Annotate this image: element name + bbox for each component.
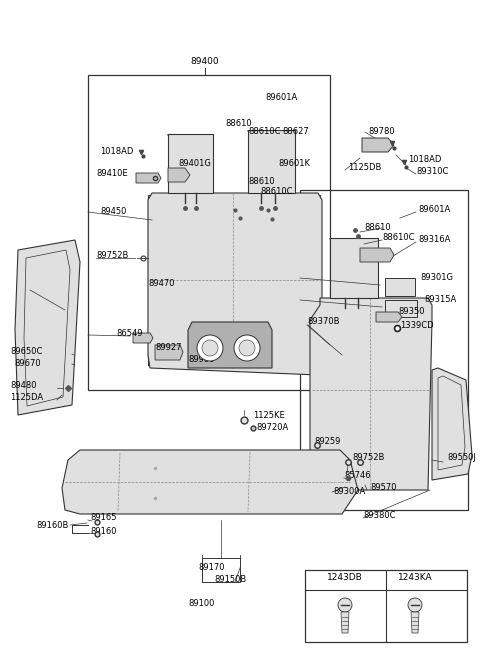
Polygon shape bbox=[136, 173, 161, 183]
Text: 89601A: 89601A bbox=[418, 206, 450, 214]
Polygon shape bbox=[148, 195, 290, 365]
Bar bbox=[202, 558, 240, 582]
Polygon shape bbox=[188, 322, 272, 368]
Polygon shape bbox=[411, 612, 419, 633]
Text: 89100: 89100 bbox=[189, 599, 215, 608]
Text: 89316A: 89316A bbox=[418, 236, 450, 244]
Text: 89410E: 89410E bbox=[96, 168, 128, 178]
Polygon shape bbox=[248, 130, 295, 193]
Polygon shape bbox=[168, 134, 213, 193]
Circle shape bbox=[408, 598, 422, 612]
Polygon shape bbox=[432, 368, 472, 480]
Text: 1125DB: 1125DB bbox=[348, 164, 382, 172]
Text: 1339CD: 1339CD bbox=[400, 322, 433, 331]
Circle shape bbox=[239, 340, 255, 356]
Text: 1243DB: 1243DB bbox=[327, 574, 363, 582]
Text: 89300A: 89300A bbox=[333, 487, 365, 496]
Text: 1125KE: 1125KE bbox=[253, 411, 285, 421]
Polygon shape bbox=[360, 248, 394, 262]
Text: 89160: 89160 bbox=[90, 527, 117, 536]
Text: 89370B: 89370B bbox=[307, 318, 339, 326]
Text: 1243KA: 1243KA bbox=[398, 574, 432, 582]
Polygon shape bbox=[290, 195, 320, 365]
Text: 89720A: 89720A bbox=[256, 424, 288, 432]
Bar bbox=[385, 278, 415, 296]
Polygon shape bbox=[148, 193, 322, 375]
Text: 89350: 89350 bbox=[398, 307, 424, 316]
Text: 89550J: 89550J bbox=[447, 453, 476, 462]
Text: 89450: 89450 bbox=[100, 208, 126, 217]
Text: 89160B: 89160B bbox=[36, 521, 68, 529]
Circle shape bbox=[338, 598, 352, 612]
Polygon shape bbox=[330, 238, 378, 298]
Polygon shape bbox=[362, 138, 394, 152]
Text: 88610: 88610 bbox=[364, 223, 391, 233]
Text: 89900: 89900 bbox=[188, 356, 215, 364]
Text: 88610: 88610 bbox=[225, 119, 252, 128]
Polygon shape bbox=[310, 298, 432, 490]
Text: 89752B: 89752B bbox=[352, 453, 384, 462]
Polygon shape bbox=[155, 345, 183, 360]
Text: 89259: 89259 bbox=[314, 438, 340, 447]
Text: 89380C: 89380C bbox=[363, 512, 396, 521]
Text: 89570: 89570 bbox=[370, 483, 396, 493]
Text: 89401G: 89401G bbox=[178, 160, 211, 168]
Polygon shape bbox=[168, 168, 190, 182]
Text: 89400: 89400 bbox=[191, 58, 219, 67]
Polygon shape bbox=[341, 612, 349, 633]
Text: 89310C: 89310C bbox=[416, 168, 448, 176]
Text: 89927: 89927 bbox=[155, 343, 181, 352]
Text: 89150B: 89150B bbox=[214, 576, 246, 584]
Polygon shape bbox=[15, 240, 80, 415]
Text: 89670: 89670 bbox=[14, 358, 41, 367]
Text: 89752B: 89752B bbox=[96, 250, 128, 259]
Circle shape bbox=[234, 335, 260, 361]
Text: 86549: 86549 bbox=[116, 329, 143, 337]
Text: 89480: 89480 bbox=[10, 381, 36, 390]
Polygon shape bbox=[133, 333, 153, 343]
Text: 88610: 88610 bbox=[248, 176, 275, 185]
Text: 89470: 89470 bbox=[148, 278, 175, 288]
Text: 89301G: 89301G bbox=[420, 274, 453, 282]
Bar bbox=[88, 75, 330, 390]
Text: 89650C: 89650C bbox=[10, 346, 42, 356]
Text: 85746: 85746 bbox=[344, 472, 371, 481]
Text: 89601K: 89601K bbox=[278, 160, 310, 168]
Text: 1125DA: 1125DA bbox=[10, 392, 43, 402]
Text: 89780: 89780 bbox=[368, 128, 395, 136]
Circle shape bbox=[197, 335, 223, 361]
Text: 89601A: 89601A bbox=[265, 92, 297, 102]
Text: 88610C: 88610C bbox=[248, 128, 280, 136]
Text: 1018AD: 1018AD bbox=[408, 155, 442, 164]
Text: 89170: 89170 bbox=[198, 563, 225, 572]
Text: 1018AD: 1018AD bbox=[100, 147, 133, 155]
Bar bbox=[305, 570, 467, 642]
Text: 88610C: 88610C bbox=[382, 233, 415, 242]
Polygon shape bbox=[376, 312, 402, 322]
Text: 89165: 89165 bbox=[90, 514, 117, 523]
Circle shape bbox=[202, 340, 218, 356]
Text: 88627: 88627 bbox=[282, 128, 309, 136]
Bar bbox=[385, 300, 417, 317]
Text: 88610C: 88610C bbox=[260, 187, 292, 195]
Text: 89315A: 89315A bbox=[424, 295, 456, 305]
Polygon shape bbox=[62, 450, 358, 514]
Bar bbox=[300, 190, 468, 510]
